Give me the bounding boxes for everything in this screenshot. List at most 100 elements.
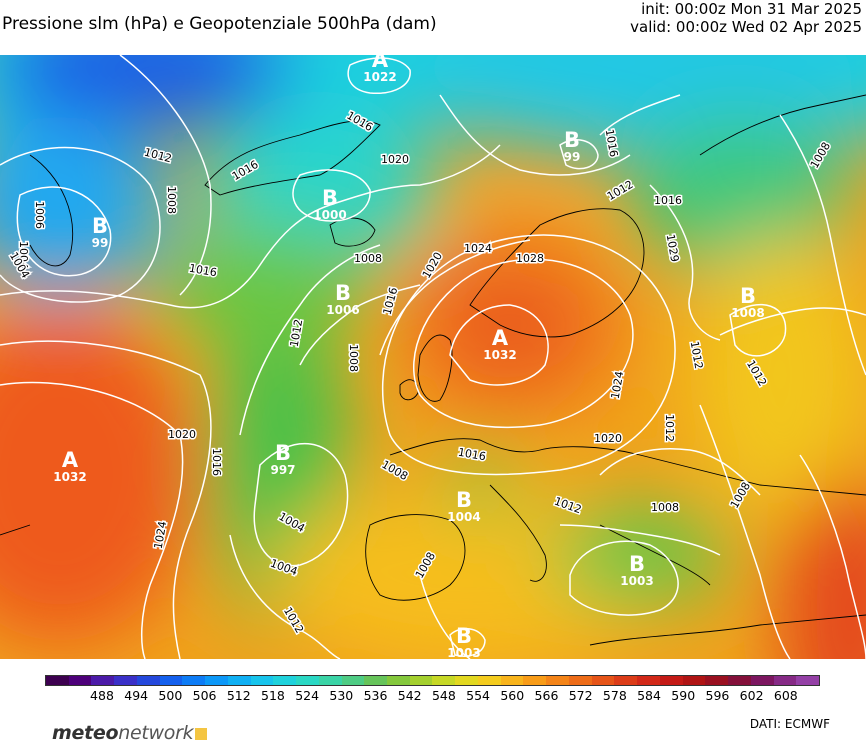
svg-text:1024: 1024 [464,242,492,255]
map-title: Pressione slm (hPa) e Geopotenziale 500h… [2,14,437,34]
svg-text:1000: 1000 [313,208,346,222]
colorbar-tick-label: 590 [671,688,696,703]
colorbar-tick-label: 530 [329,688,354,703]
svg-text:B: B [456,624,472,648]
svg-text:1004: 1004 [447,510,480,524]
svg-text:B: B [275,441,291,465]
svg-text:B: B [740,284,756,308]
svg-text:1032: 1032 [53,470,86,484]
isobar-label: 1020 [167,427,198,443]
isobar-label: 1004 [16,240,32,271]
colorbar-tick-label: 554 [466,688,491,703]
colorbar-swatch [91,676,115,685]
colorbar-ticks: 488 494 500 506 512 518 524 530 536 542 548 554 560 5… [45,688,820,706]
low-pressure-center: B99 [92,214,109,250]
colorbar-tick-label: 596 [705,688,730,703]
colorbar-tick-label: 500 [158,688,183,703]
isobars [0,55,866,659]
colorbar-swatch [705,676,729,685]
svg-text:1032: 1032 [483,348,516,362]
colorbar-swatch [728,676,751,685]
svg-text:A: A [492,326,509,350]
isobar-label: 1006 [32,200,48,231]
svg-text:1020: 1020 [168,428,196,441]
coastlines [0,94,866,646]
geopotential-colorbar [45,675,820,686]
colorbar-tick-label: 542 [397,688,422,703]
colorbar-swatch [114,676,137,685]
isobar-label: 1020 [593,431,624,447]
colorbar-swatch [205,676,228,685]
low-pressure-center: B99 [564,128,581,164]
colorbar-tick-label: 602 [739,688,764,703]
svg-text:1006: 1006 [326,303,359,317]
colorbar-tick-label: 494 [124,688,149,703]
colorbar-swatch [273,676,297,685]
colorbar-swatch [682,676,706,685]
run-info: init: 00:00z Mon 31 Mar 2025 valid: 00:0… [630,0,862,36]
svg-text:B: B [92,214,108,238]
pressure-centers: A1022B1000B99B99A1032B1006B1008A1032B997… [53,55,764,659]
colorbar-swatch [387,676,410,685]
svg-text:1003: 1003 [447,646,480,659]
colorbar-swatch [432,676,456,685]
brand-network: network [118,722,194,744]
colorbar-swatch [750,676,774,685]
colorbar-tick-label: 584 [637,688,661,703]
svg-text:1008: 1008 [354,252,382,265]
svg-text:99: 99 [564,150,581,164]
svg-text:1028: 1028 [516,252,544,265]
svg-text:1016: 1016 [210,448,223,476]
colorbar-tick-label: 566 [534,688,559,703]
svg-text:1006: 1006 [33,201,46,229]
colorbar-swatch [591,676,615,685]
colorbar-swatch [637,676,660,685]
svg-text:B: B [335,281,351,305]
colorbar-tick-label: 578 [602,688,627,703]
brand-square-icon [195,728,208,740]
svg-text:A: A [62,448,79,472]
svg-text:1008: 1008 [347,344,360,372]
svg-text:1022: 1022 [363,70,396,84]
colorbar-tick-label: 608 [773,688,798,703]
svg-text:B: B [322,186,338,210]
colorbar-tick-label: 548 [431,688,456,703]
svg-text:B: B [456,488,472,512]
svg-text:1004: 1004 [17,241,30,269]
colorbar-swatch [68,676,92,685]
svg-text:B: B [564,128,580,152]
data-credits: DATI: ECMWF [749,717,830,731]
svg-text:997: 997 [270,463,295,477]
isobar-label: 1008 [353,251,384,267]
isobar-label: 1028 [515,251,546,267]
colorbar-tick-label: 572 [568,688,593,703]
svg-text:B: B [629,552,645,576]
brand-meteo: meteo [52,722,119,744]
colorbar-swatch [182,676,206,685]
svg-text:1016: 1016 [654,194,682,207]
isobar-label: 1008 [164,185,180,216]
colorbar-swatch [546,676,569,685]
svg-text:1008: 1008 [165,186,178,214]
colorbar-swatch [523,676,547,685]
colorbar-swatch [455,676,478,685]
colorbar-tick-label: 488 [90,688,114,703]
colorbar-tick-label: 536 [363,688,388,703]
colorbar-tick-label: 506 [192,688,217,703]
colorbar-swatch [341,676,365,685]
colorbar-swatch [796,676,819,685]
meteonetwork-logo: meteonetwork [52,722,208,744]
svg-text:1008: 1008 [651,501,679,514]
init-time: init: 00:00z Mon 31 Mar 2025 [641,0,862,18]
colorbar-swatch [568,676,592,685]
isobar-label: 1008 [346,343,362,374]
isobar-label: 1016 [653,193,684,209]
colorbar-swatch [500,676,524,685]
colorbar-swatch [46,676,69,685]
